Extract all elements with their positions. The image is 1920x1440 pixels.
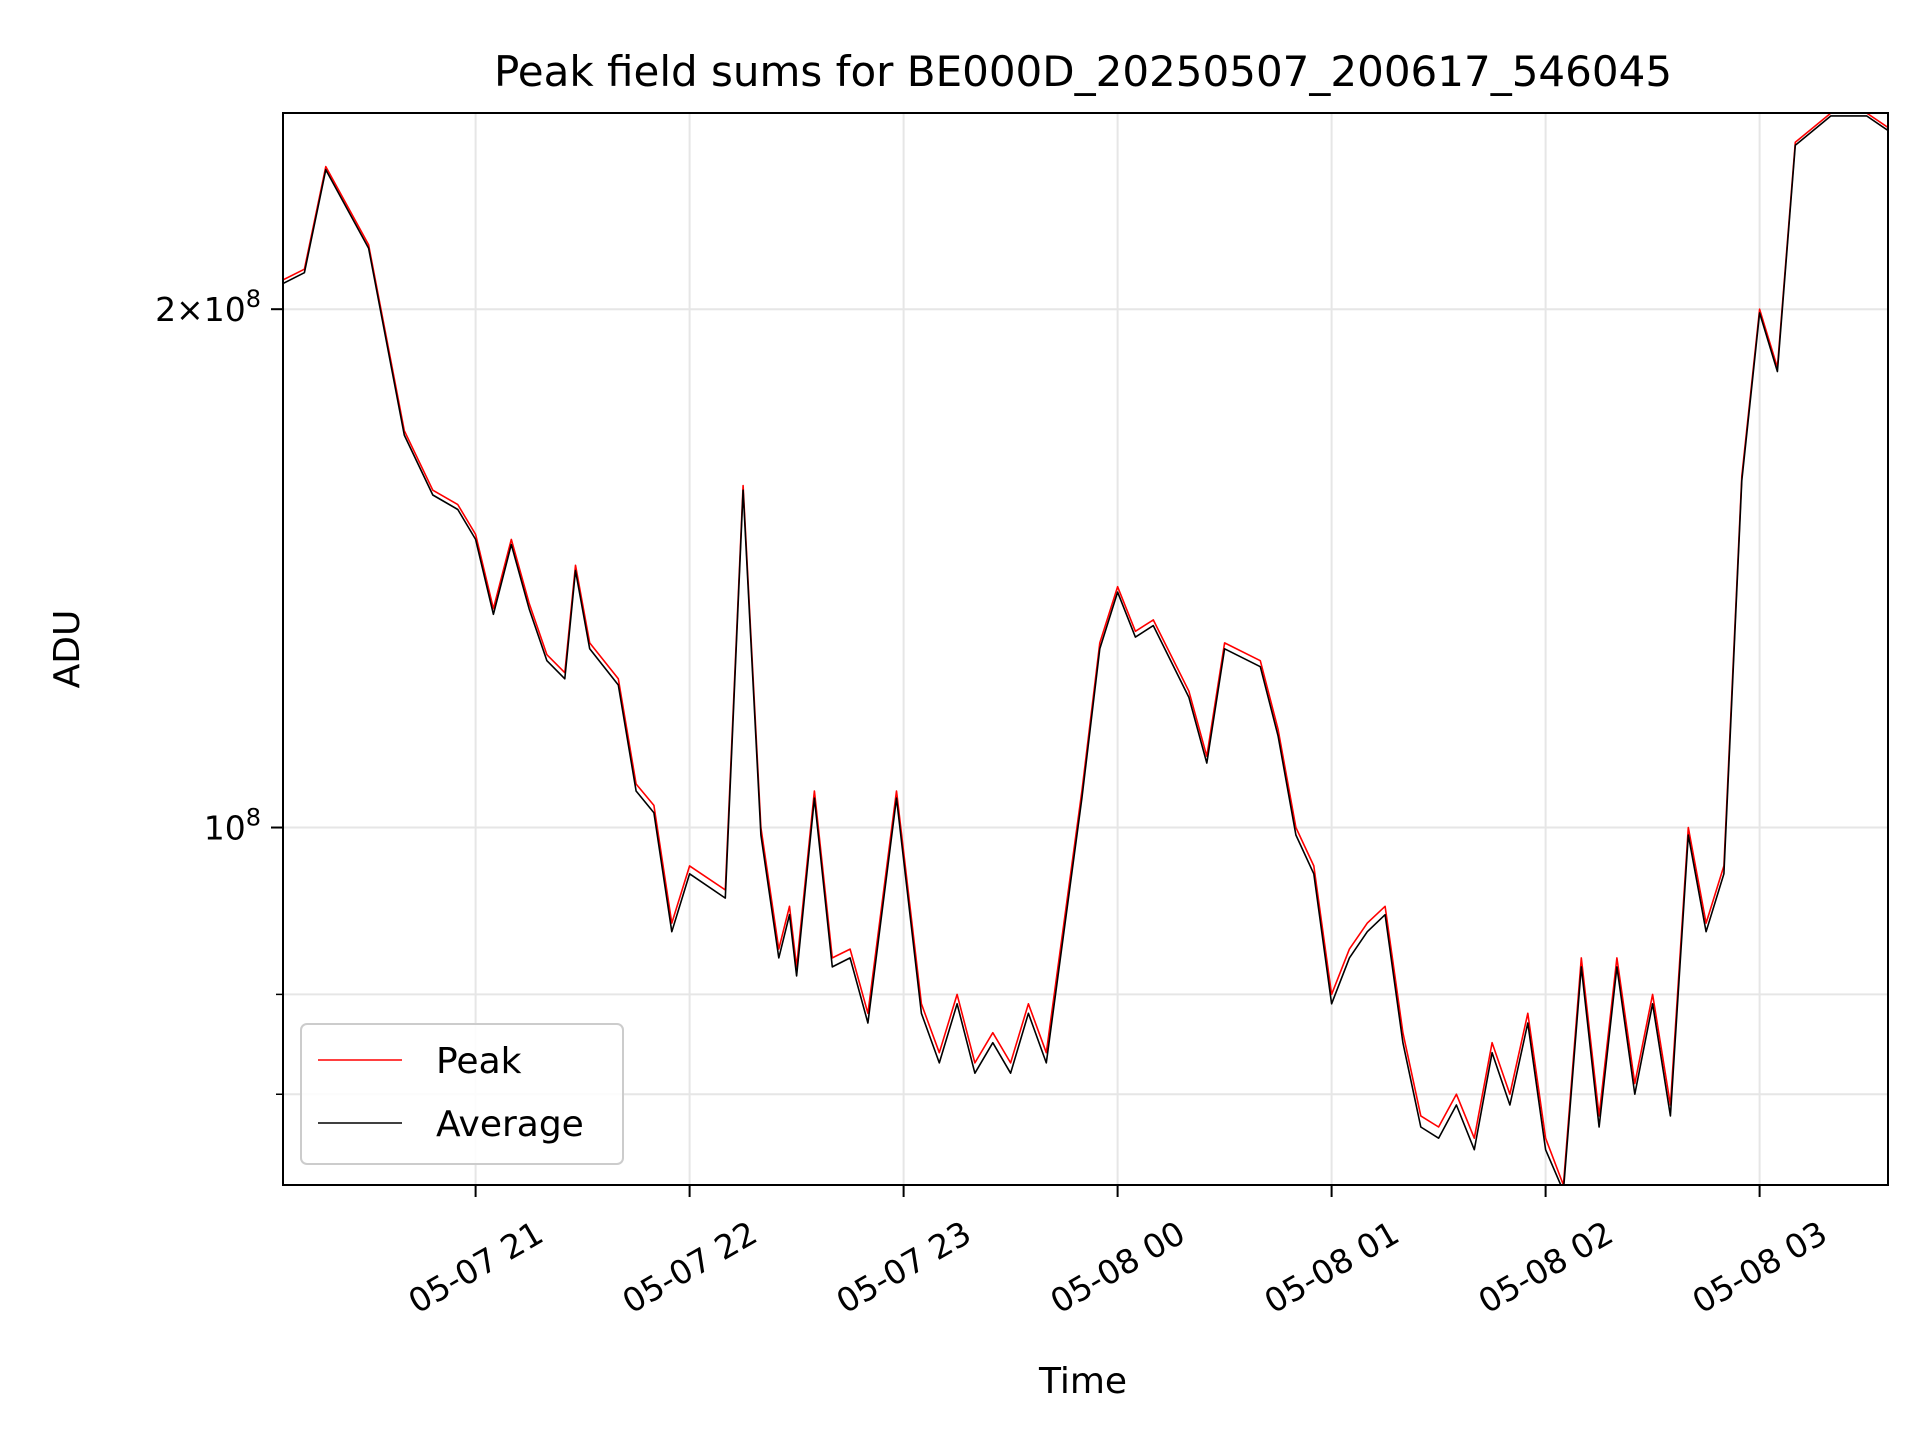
y-axis-label: ADU xyxy=(47,610,88,689)
chart-title: Peak field sums for BE000D_20250507_2006… xyxy=(494,47,1672,96)
y-tick-label: 2×108 xyxy=(155,285,261,329)
legend-box xyxy=(300,1023,624,1165)
legend-label-average: Average xyxy=(436,1104,584,1145)
series-line-average xyxy=(283,115,1888,1185)
legend: Peak Average xyxy=(300,1023,624,1165)
x-axis-label: Time xyxy=(1038,1361,1127,1402)
y-axis-ticks: 108 2×108 xyxy=(155,285,283,1095)
plot-frame xyxy=(282,112,1889,1186)
series-line-peak xyxy=(283,113,1888,1185)
legend-label-peak: Peak xyxy=(436,1041,522,1082)
y-tick-label: 108 xyxy=(204,804,261,848)
series-lines xyxy=(283,113,1888,1185)
